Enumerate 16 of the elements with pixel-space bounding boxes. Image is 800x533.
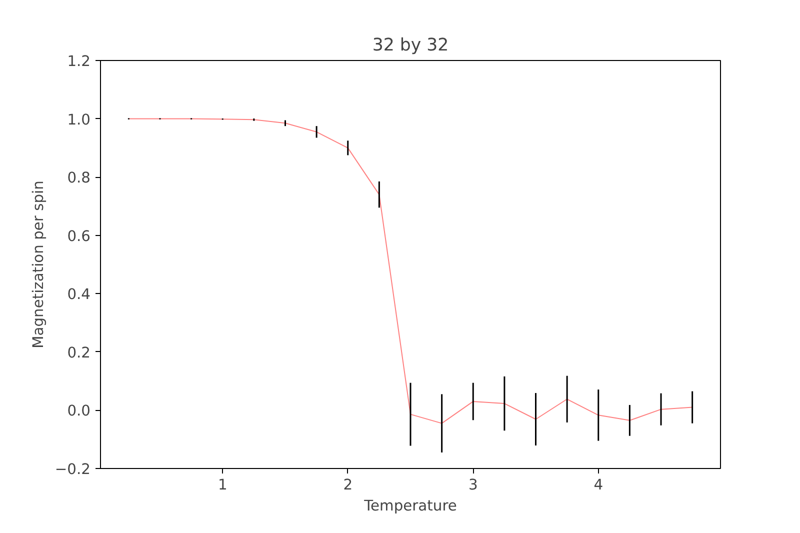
line-series <box>128 118 693 424</box>
y-tick-label: −0.2 <box>54 461 91 478</box>
x-tick-label: 1 <box>218 476 228 494</box>
y-tick-label: 0.8 <box>67 170 91 187</box>
chart-title: 32 by 32 <box>372 36 449 56</box>
x-tick-label: 3 <box>468 476 478 494</box>
x-tick-label: 2 <box>343 476 353 494</box>
y-axis-title: Magnetization per spin <box>30 180 47 348</box>
y-tick-label: 1.2 <box>67 53 91 70</box>
y-tick-label: 0.0 <box>67 402 91 420</box>
y-tick-label: 0.6 <box>67 228 91 245</box>
y-tick-label: 0.2 <box>67 344 91 362</box>
y-tick-label: 0.4 <box>67 286 91 304</box>
x-axis-title: Temperature <box>363 498 457 514</box>
y-tick-label: 1.0 <box>67 111 91 128</box>
x-tick-label: 4 <box>594 476 604 494</box>
